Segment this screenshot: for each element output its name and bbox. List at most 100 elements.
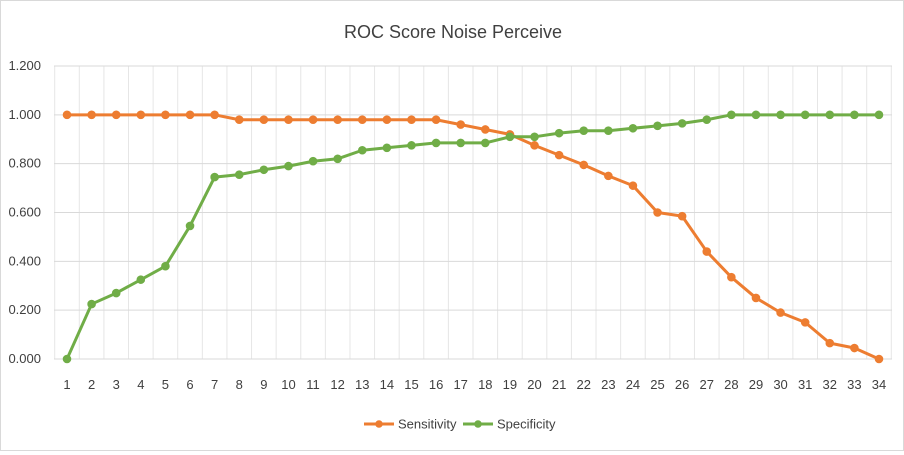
- x-tick-label: 20: [527, 377, 541, 392]
- sensitivity-point: [259, 115, 269, 125]
- sensitivity-point: [554, 150, 564, 160]
- x-tick-label: 17: [453, 377, 467, 392]
- sensitivity-point: [825, 338, 835, 348]
- x-tick-label: 1: [63, 377, 70, 392]
- specificity-point: [825, 110, 835, 120]
- specificity-point: [136, 275, 146, 284]
- x-tick-label: 24: [626, 377, 640, 392]
- x-tick-label: 26: [675, 377, 689, 392]
- sensitivity-point: [111, 110, 121, 120]
- specificity-point: [284, 161, 293, 171]
- sensitivity-point: [161, 110, 170, 120]
- specificity-point: [111, 288, 121, 298]
- sensitivity-point: [530, 141, 539, 150]
- specificity-point: [677, 119, 687, 128]
- sensitivity-point: [284, 115, 293, 125]
- legend-item-specificity: Specificity: [463, 417, 556, 432]
- y-tick-label: 0.400: [8, 253, 41, 268]
- specificity-point: [727, 110, 736, 120]
- x-tick-label: 19: [503, 377, 517, 392]
- x-tick-label: 30: [773, 377, 787, 392]
- x-tick-label: 21: [552, 377, 566, 392]
- sensitivity-point: [727, 272, 736, 282]
- specificity-point: [161, 261, 170, 271]
- sensitivity-point: [308, 115, 318, 125]
- specificity-point: [800, 110, 810, 120]
- specificity-point: [481, 138, 490, 148]
- chart-title: ROC Score Noise Perceive: [344, 22, 562, 42]
- y-tick-label: 0.000: [8, 351, 41, 366]
- x-tick-label: 22: [576, 377, 590, 392]
- y-tick-label: 1.200: [8, 58, 41, 73]
- legend: Sensitivity Specificity: [364, 417, 556, 432]
- sensitivity-point: [234, 115, 244, 125]
- x-tick-label: 16: [429, 377, 443, 392]
- sensitivity-point: [850, 343, 859, 353]
- specificity-point: [210, 172, 219, 182]
- specificity-point: [702, 115, 712, 125]
- x-tick-label: 15: [404, 377, 418, 392]
- y-tick-label: 1.000: [8, 107, 41, 122]
- specificity-line: [65, 113, 879, 360]
- specificity-point: [333, 154, 342, 164]
- sensitivity-point: [702, 247, 712, 256]
- legend-label: Specificity: [497, 417, 556, 432]
- x-tick-label: 5: [162, 377, 169, 392]
- series-sensitivity: [62, 110, 884, 364]
- sensitivity-point: [751, 293, 761, 303]
- x-tick-label: 32: [823, 377, 837, 392]
- x-tick-label: 28: [724, 377, 738, 392]
- specificity-point: [431, 138, 441, 148]
- sensitivity-point: [579, 160, 589, 170]
- specificity-point: [259, 165, 269, 175]
- sensitivity-point: [407, 115, 416, 125]
- x-tick-label: 8: [236, 377, 243, 392]
- specificity-point: [382, 143, 392, 153]
- specificity-point: [776, 110, 785, 120]
- specificity-point: [505, 132, 515, 142]
- specificity-point: [234, 170, 244, 179]
- sensitivity-point: [62, 110, 72, 120]
- x-tick-label: 12: [330, 377, 344, 392]
- sensitivity-point: [456, 120, 465, 129]
- specificity-point: [874, 110, 884, 120]
- x-axis-tick-labels: 1 2 3 4 5 6 7 8 9 10 11 12 13 14 15 16 17 18 19 20 21 22 23 24 2…: [63, 377, 886, 392]
- specificity-point: [530, 132, 539, 142]
- specificity-point: [308, 156, 318, 166]
- x-tick-label: 25: [650, 377, 664, 392]
- sensitivity-point: [874, 354, 884, 364]
- sensitivity-point: [185, 110, 195, 120]
- specificity-point: [604, 126, 613, 136]
- sensitivity-point: [210, 110, 219, 120]
- specificity-point: [751, 110, 761, 120]
- sensitivity-point: [677, 211, 687, 221]
- legend-label: Sensitivity: [398, 417, 457, 432]
- y-axis-tick-labels: 0.000 0.200 0.400 0.600 0.800 1.000 1.200: [8, 58, 41, 366]
- specificity-point: [579, 126, 589, 136]
- specificity-point: [357, 145, 367, 155]
- legend-marker: [474, 420, 482, 428]
- specificity-point: [850, 110, 859, 120]
- legend-item-sensitivity: Sensitivity: [364, 417, 457, 432]
- specificity-point: [456, 138, 465, 148]
- x-tick-label: 2: [88, 377, 95, 392]
- x-tick-label: 31: [798, 377, 812, 392]
- specificity-point: [185, 221, 195, 231]
- legend-marker: [375, 420, 383, 428]
- x-tick-label: 33: [847, 377, 861, 392]
- sensitivity-point: [604, 171, 613, 181]
- specificity-point: [554, 128, 564, 138]
- sensitivity-point: [800, 318, 810, 327]
- x-tick-label: 9: [260, 377, 267, 392]
- y-tick-label: 0.800: [8, 156, 41, 171]
- specificity-point: [87, 299, 96, 309]
- x-tick-label: 29: [749, 377, 763, 392]
- specificity-point: [407, 141, 416, 150]
- x-tick-label: 10: [281, 377, 295, 392]
- sensitivity-point: [136, 110, 146, 120]
- x-tick-label: 27: [700, 377, 714, 392]
- sensitivity-point: [357, 115, 367, 125]
- specificity-point: [628, 123, 638, 133]
